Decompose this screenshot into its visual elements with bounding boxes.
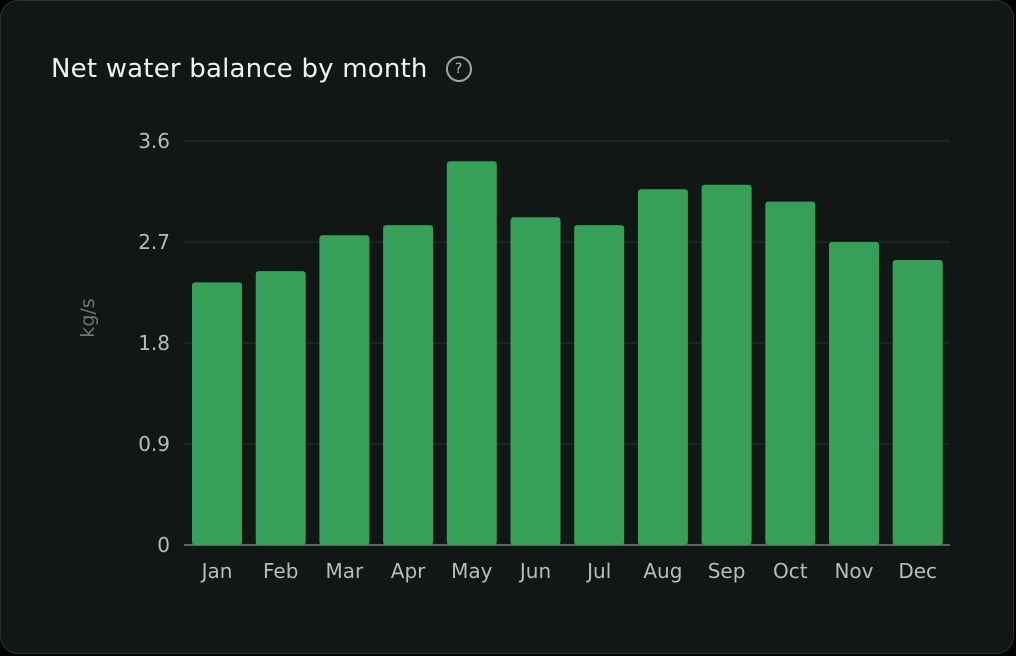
y-tick-label: 0.9 xyxy=(138,432,170,456)
y-tick-label: 3.6 xyxy=(138,129,170,153)
x-axis-ticks: Jan Feb Mar Apr May Jun Jul Aug Sep Oct Nov Dec xyxy=(200,559,937,583)
gridlines xyxy=(184,140,950,546)
bar-series xyxy=(192,161,943,546)
x-tick-label: Oct xyxy=(773,559,808,583)
x-tick-label: Mar xyxy=(326,559,365,583)
bar-mar[interactable] xyxy=(319,235,370,545)
bar-oct[interactable] xyxy=(765,201,816,545)
x-tick-label: Jan xyxy=(200,559,233,583)
y-tick-label: 0 xyxy=(157,533,170,557)
x-tick-label: Nov xyxy=(834,559,873,583)
bar-may[interactable] xyxy=(446,161,497,545)
bar-dec[interactable] xyxy=(892,259,943,545)
bar-feb[interactable] xyxy=(255,271,306,545)
y-axis-ticks: 0 0.9 1.8 2.7 3.6 xyxy=(138,129,170,557)
x-tick-label: Jun xyxy=(518,559,551,583)
x-tick-label: Sep xyxy=(708,559,746,583)
y-tick-label: 2.7 xyxy=(138,230,170,254)
bar-nov[interactable] xyxy=(829,242,879,545)
x-tick-label: Jul xyxy=(585,559,611,583)
bar-jun[interactable] xyxy=(510,217,561,546)
y-tick-label: 1.8 xyxy=(138,331,170,355)
bar-jul[interactable] xyxy=(574,225,625,545)
help-icon[interactable]: ? xyxy=(445,56,472,82)
x-tick-label: May xyxy=(451,559,493,583)
bar-aug[interactable] xyxy=(637,189,688,545)
y-axis-title: kg/s xyxy=(77,298,99,337)
x-tick-label: Apr xyxy=(391,559,426,583)
x-tick-label: Feb xyxy=(263,559,298,583)
x-tick-label: Aug xyxy=(643,559,682,583)
chart-title: Net water balance by month xyxy=(51,54,428,84)
bar-apr[interactable] xyxy=(383,225,434,545)
bar-jan[interactable] xyxy=(192,282,242,545)
x-tick-label: Dec xyxy=(898,559,937,583)
card-header: Net water balance by month ? xyxy=(51,54,472,84)
bar-sep[interactable] xyxy=(701,184,752,545)
